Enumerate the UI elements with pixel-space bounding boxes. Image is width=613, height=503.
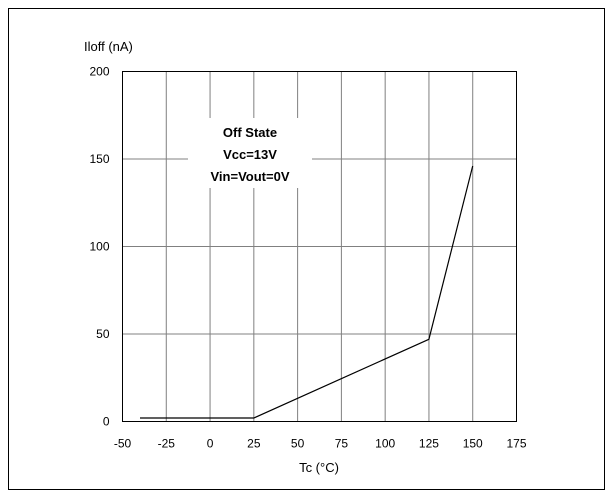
annotation-background [188, 118, 312, 188]
y-tick-label: 150 [89, 152, 109, 166]
x-axis-label: Tc (°C) [299, 460, 339, 475]
figure-frame [8, 8, 605, 490]
annotation-box: Off State Vcc=13V Vin=Vout=0V [188, 118, 312, 188]
x-tick-label: 150 [463, 437, 483, 451]
x-tick-label: 50 [291, 437, 305, 451]
plot-area-border [122, 71, 517, 422]
annotation-line-1: Off State [223, 125, 277, 140]
y-tick-label: 100 [89, 240, 109, 254]
y-tick-label: 0 [103, 415, 110, 429]
x-tick-label: 175 [506, 437, 526, 451]
x-tick-label: 25 [247, 437, 261, 451]
x-tick-label: 75 [335, 437, 349, 451]
x-tick-label: 100 [375, 437, 395, 451]
tick-labels: -50 -25 0 25 50 75 100 125 150 175 0 50 100 150 200 [89, 65, 526, 451]
x-tick-label: -50 [114, 437, 132, 451]
series-line [140, 165, 474, 419]
x-tick-label: 0 [207, 437, 214, 451]
x-tick-label: 125 [419, 437, 439, 451]
annotation-line-2: Vcc=13V [223, 147, 277, 162]
y-tick-label: 200 [89, 65, 109, 79]
y-tick-label: 50 [96, 327, 110, 341]
annotation-line-3: Vin=Vout=0V [211, 169, 290, 184]
y-axis-label: Iloff (nA) [84, 39, 133, 54]
series-layer [140, 165, 474, 419]
x-tick-label: -25 [158, 437, 176, 451]
